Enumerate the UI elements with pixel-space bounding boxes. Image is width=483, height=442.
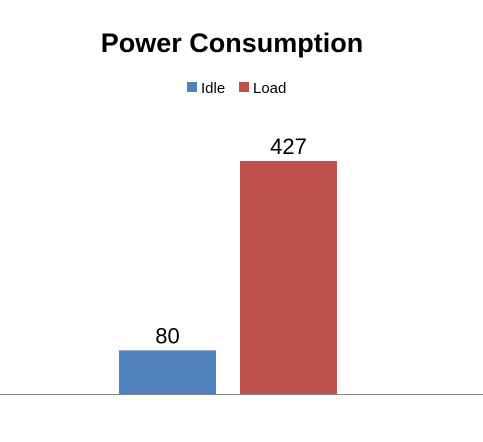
data-labels: 80 427 (155, 134, 307, 348)
legend: Idle Load (187, 80, 286, 97)
bar-load (240, 161, 337, 394)
legend-swatch-load (239, 82, 249, 92)
data-label-idle: 80 (155, 323, 179, 348)
data-label-load: 427 (270, 134, 307, 159)
bar-idle (119, 350, 216, 394)
bars (119, 161, 337, 394)
legend-label-idle: Idle (201, 80, 225, 97)
chart-title: Power Consumption (101, 28, 364, 58)
legend-label-load: Load (253, 80, 286, 97)
legend-swatch-idle (187, 82, 197, 92)
